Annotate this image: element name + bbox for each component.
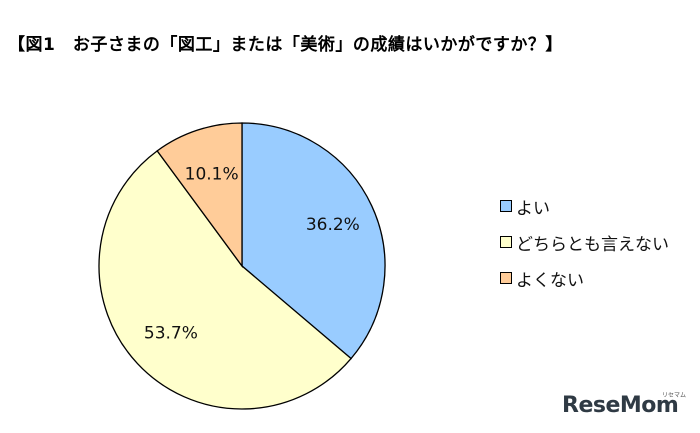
pie-slices xyxy=(98,122,386,410)
legend-item-bad: よくない xyxy=(500,260,669,296)
legend-swatch-bad xyxy=(500,272,512,284)
legend-label-bad: よくない xyxy=(516,270,584,291)
pie-slice-good xyxy=(241,122,386,360)
pie-labels: 36.2% 53.7% 10.1% xyxy=(144,165,360,344)
pie-label-bad: 10.1% xyxy=(185,165,239,185)
resemom-logo: ReseMom xyxy=(562,393,679,418)
legend-item-good: よい xyxy=(500,188,669,224)
pie-label-good: 36.2% xyxy=(306,215,360,235)
legend-item-neutral: どちらとも言えない xyxy=(500,224,669,260)
legend-label-good: よい xyxy=(516,198,550,219)
pie-slice-bad xyxy=(156,122,243,268)
pie-slice-neutral xyxy=(98,149,352,410)
legend-label-neutral: どちらとも言えない xyxy=(516,234,669,255)
resemom-logo-kana: リセマム xyxy=(662,392,687,399)
pie-label-neutral: 53.7% xyxy=(144,323,198,343)
legend-swatch-good xyxy=(500,200,512,212)
legend: よい どちらとも言えない よくない xyxy=(500,188,669,296)
chart-title: 【図1 お子さまの「図工」または「美術」の成績はいかがですか？】 xyxy=(8,35,563,55)
legend-swatch-neutral xyxy=(500,236,512,248)
